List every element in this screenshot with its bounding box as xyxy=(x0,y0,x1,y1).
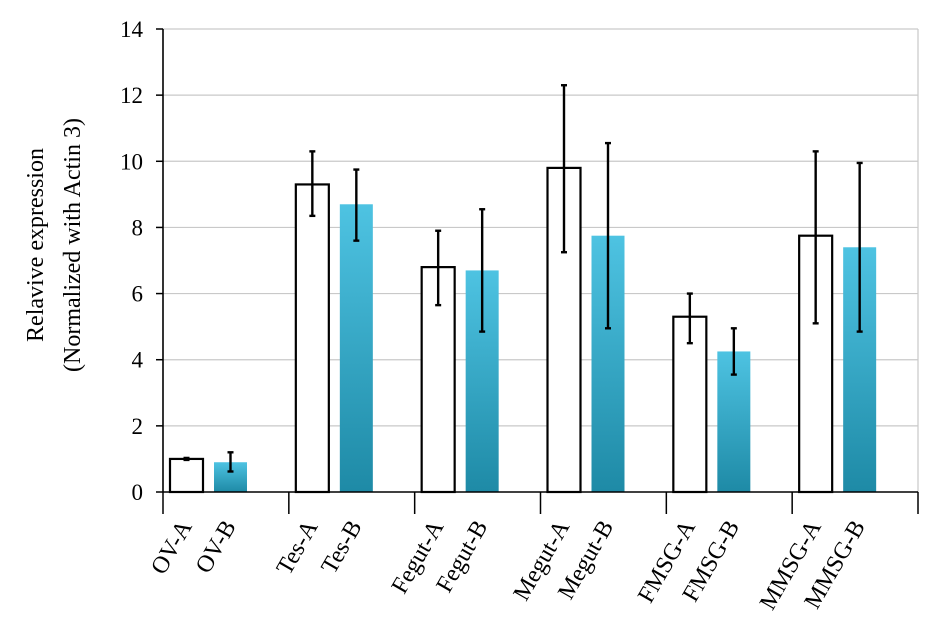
y-tick-labels: 0 2 4 6 8 10 12 14 xyxy=(120,17,144,505)
y-axis-title-line-2: (Normalized with Actin 3) xyxy=(60,118,86,372)
bar xyxy=(339,204,373,492)
axes xyxy=(162,29,919,514)
y-axis-title: Relavive expression (Normalized with Act… xyxy=(23,118,86,372)
y-tick-label: 8 xyxy=(132,215,144,240)
y-tick-label: 6 xyxy=(132,282,144,307)
bar xyxy=(168,457,205,494)
y-tick-label: 12 xyxy=(120,83,143,108)
y-tick-label: 4 xyxy=(132,348,144,373)
bars xyxy=(168,166,877,494)
y-tick-label: 10 xyxy=(120,149,143,174)
error-bars xyxy=(183,84,863,473)
x-tick-label: Tes-B xyxy=(317,516,368,578)
y-tick-label: 0 xyxy=(132,480,144,505)
y-tick-label: 14 xyxy=(120,17,144,42)
bar xyxy=(294,183,330,494)
y-tick-label: 2 xyxy=(132,414,144,439)
y-axis-title-line-1: Relavive expression xyxy=(23,148,49,342)
gridlines xyxy=(156,28,919,493)
x-tick-label: OV-A xyxy=(146,515,198,579)
x-tick-label: OV-B xyxy=(191,516,242,578)
x-tick-label: Tes-A xyxy=(272,515,324,579)
